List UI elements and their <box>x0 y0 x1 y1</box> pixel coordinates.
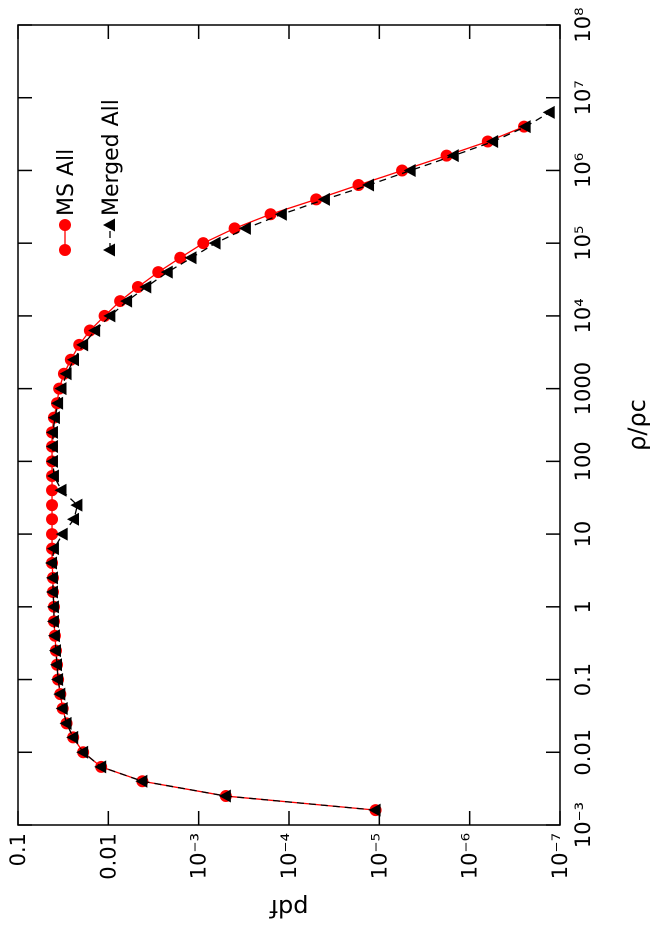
data-point <box>46 513 59 526</box>
data-point <box>51 673 64 687</box>
x-tick-label: 10⁻³ <box>571 802 595 848</box>
x-tick-label: 10 <box>571 521 595 548</box>
data-point <box>238 221 251 235</box>
data-point <box>51 396 64 410</box>
data-point <box>45 585 58 599</box>
data-point <box>47 629 60 643</box>
x-tick-label: 1 <box>571 600 595 613</box>
data-point <box>59 716 72 730</box>
data-point <box>76 745 89 759</box>
data-point <box>131 280 144 293</box>
data-point <box>46 614 59 628</box>
data-point <box>46 499 59 512</box>
series-line <box>51 111 551 811</box>
data-point <box>45 440 58 454</box>
data-point <box>45 454 58 468</box>
x-tick-label: 1000 <box>571 362 595 415</box>
data-point <box>45 556 58 570</box>
x-tick-label: 10⁵ <box>571 226 595 261</box>
legend-label: Merged All <box>99 99 124 216</box>
data-point <box>55 701 68 715</box>
data-point <box>174 251 187 264</box>
x-tick-label: 10⁸ <box>571 7 595 42</box>
y-tick-label: 10⁻⁷ <box>548 833 572 879</box>
data-point <box>103 309 116 323</box>
data-point <box>50 658 63 672</box>
data-point <box>55 527 68 541</box>
data-point <box>66 730 79 744</box>
data-point <box>46 600 59 614</box>
data-point <box>274 207 287 221</box>
data-point <box>403 163 416 177</box>
x-tick-label: 0.01 <box>571 729 595 776</box>
data-point <box>54 483 67 497</box>
data-point <box>139 280 152 294</box>
data-point <box>46 542 59 556</box>
data-point <box>218 789 231 803</box>
data-point <box>160 265 173 279</box>
y-axis-label: pdf <box>269 894 308 922</box>
y-tick-label: 0.01 <box>96 833 120 880</box>
data-point <box>47 411 60 425</box>
data-point <box>46 484 59 497</box>
data-point <box>54 382 67 396</box>
data-point <box>362 178 375 192</box>
data-point <box>46 469 59 483</box>
y-tick-label: 10⁻⁶ <box>458 833 482 879</box>
data-point <box>135 774 148 788</box>
data-point <box>88 324 101 338</box>
y-tick-label: 10⁻³ <box>187 833 211 879</box>
data-point <box>208 236 221 250</box>
data-point <box>45 571 58 585</box>
series-line <box>51 126 525 811</box>
data-point <box>53 687 66 701</box>
data-point <box>264 208 277 221</box>
data-point <box>197 237 210 250</box>
data-point <box>440 149 453 162</box>
legend-label: MS All <box>54 149 79 216</box>
data-point <box>76 338 89 352</box>
data-point <box>46 528 59 541</box>
y-tick-label: 0.1 <box>6 833 30 866</box>
legend-marker <box>59 244 71 256</box>
data-point <box>542 105 555 119</box>
x-tick-label: 100 <box>571 441 595 481</box>
y-tick-label: 10⁻⁴ <box>277 833 301 879</box>
data-point <box>368 803 381 817</box>
data-point <box>66 353 79 367</box>
data-point <box>59 367 72 381</box>
legend-marker <box>103 218 115 232</box>
data-point <box>317 192 330 206</box>
data-point <box>45 425 58 439</box>
rotated-plot: ρ/ρc pdf 10⁻³ 0.01 0.1 1 10 100 1000 10⁴ 10⁵ 10⁶ 1… <box>6 7 651 922</box>
x-tick-label: 10⁶ <box>571 153 595 188</box>
legend-marker <box>59 219 71 231</box>
data-point <box>66 512 79 526</box>
data-point <box>48 644 61 658</box>
data-point <box>486 135 499 149</box>
data-point <box>94 760 107 774</box>
data-point <box>446 149 459 163</box>
legend-marker <box>103 243 115 257</box>
data-point <box>396 164 409 177</box>
data-point <box>310 193 323 206</box>
x-tick-label: 0.1 <box>571 663 595 696</box>
y-tick-label: 10⁻⁵ <box>367 833 391 879</box>
data-point <box>70 498 83 512</box>
data-point <box>184 251 197 265</box>
data-point <box>228 222 241 235</box>
x-tick-label: 10⁷ <box>571 80 595 115</box>
data-point <box>518 120 531 134</box>
data-point <box>120 294 133 308</box>
data-point <box>152 266 165 279</box>
x-tick-label: 10⁴ <box>571 298 595 333</box>
x-axis-label: ρ/ρc <box>623 399 651 451</box>
